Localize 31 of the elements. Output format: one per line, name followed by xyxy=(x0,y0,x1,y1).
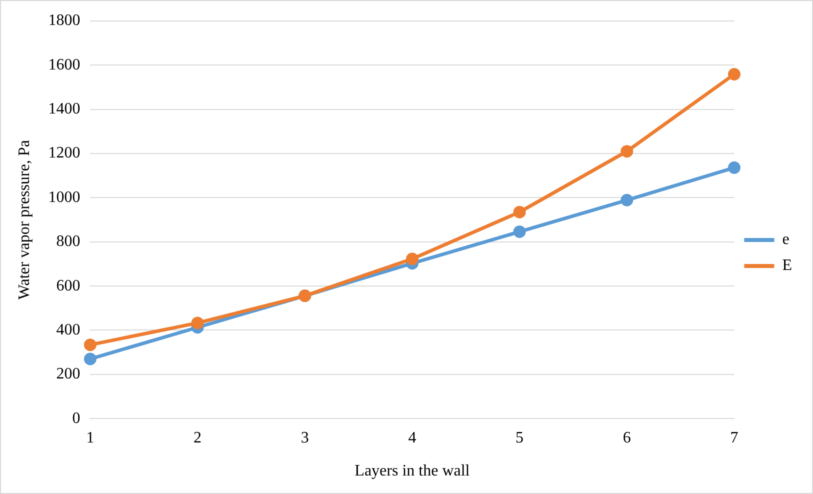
point xyxy=(728,68,740,80)
point xyxy=(84,352,96,366)
x-tick-label: 2 xyxy=(194,429,202,446)
y-axis-title: Water vapor pressure, Pa xyxy=(16,140,33,300)
x-tick-label: 6 xyxy=(622,429,631,446)
x-tick-label: 4 xyxy=(408,429,416,446)
legend-label: e xyxy=(782,231,790,248)
x-tick-label: 1 xyxy=(86,429,94,446)
x-tick-label: 5 xyxy=(516,429,524,446)
point xyxy=(84,338,96,352)
x-tick-label: 3 xyxy=(300,429,309,446)
y-tick-label: 1800 xyxy=(48,12,80,30)
legend-label: E xyxy=(782,257,792,274)
point xyxy=(728,161,740,174)
y-tick-label: 0 xyxy=(72,410,80,427)
y-tick-label: 1400 xyxy=(48,100,80,118)
point xyxy=(620,145,634,158)
point xyxy=(513,225,526,238)
y-tick-label: 1000 xyxy=(48,188,80,206)
y-tick-label: 1600 xyxy=(48,56,80,74)
x-axis-title: Layers in the wall xyxy=(354,462,470,480)
y-tick-label: 400 xyxy=(56,321,80,338)
x-tick-label: 7 xyxy=(730,429,738,446)
y-tick-label: 800 xyxy=(56,233,80,250)
point xyxy=(513,206,526,218)
point xyxy=(406,252,418,266)
point xyxy=(191,316,204,330)
y-tick-label: 600 xyxy=(56,277,80,294)
y-tick-label: 200 xyxy=(56,366,80,383)
point xyxy=(620,194,634,206)
y-tick-label: 1200 xyxy=(48,144,80,162)
